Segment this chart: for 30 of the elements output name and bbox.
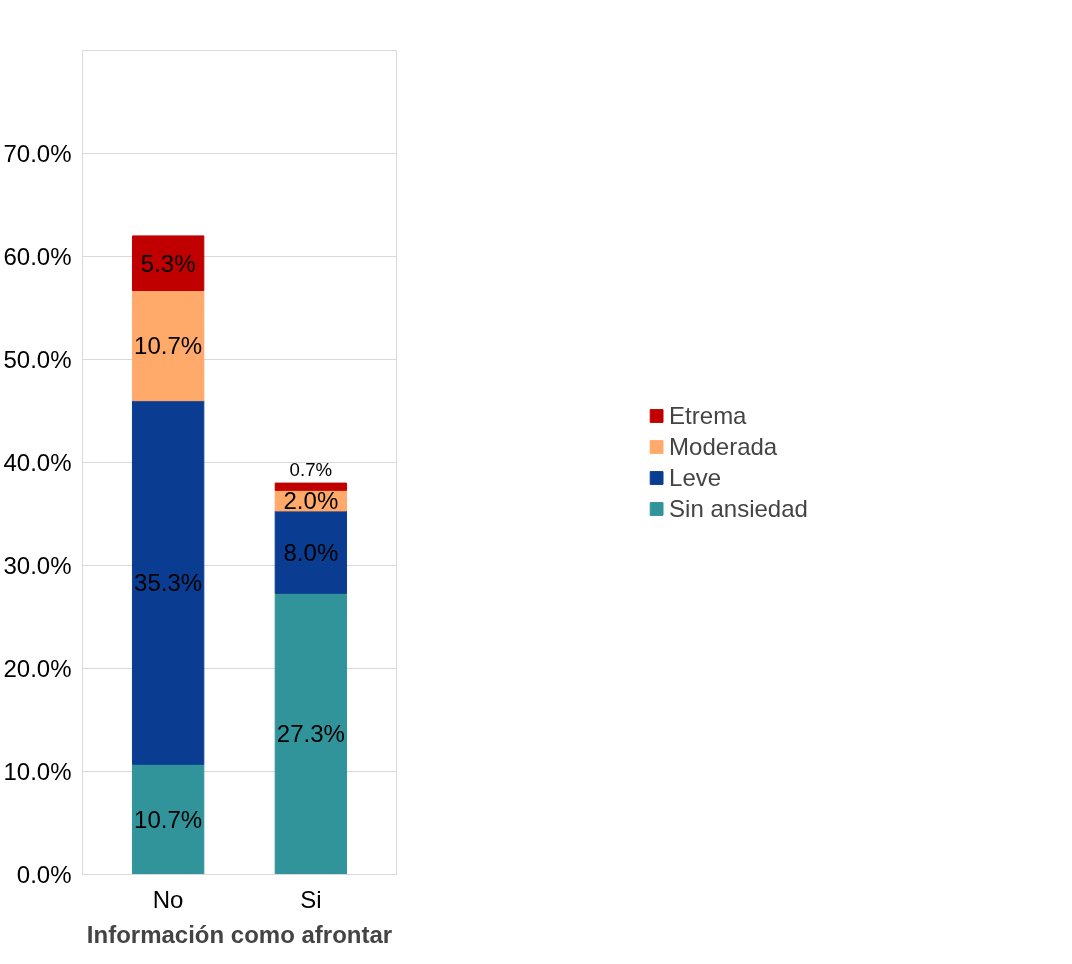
legend-label: Etrema (669, 401, 747, 430)
y-tick-label: 70.0% (3, 140, 72, 167)
y-tick-label: 0.0% (16, 861, 72, 888)
legend-label: Sin ansiedad (669, 494, 808, 523)
x-tick-label: Si (300, 885, 322, 913)
bar (131, 235, 205, 291)
x-axis-title: Información como afrontar (86, 920, 393, 948)
data-label: 27.3% (276, 720, 345, 748)
y-tick-label: 30.0% (3, 552, 72, 579)
legend-label: Leve (669, 463, 722, 492)
data-label: 2.0% (283, 487, 339, 515)
y-tick-label: 50.0% (3, 346, 72, 373)
data-label: 35.3% (134, 568, 203, 596)
legend-label: Moderada (669, 432, 778, 461)
y-tick-label: 40.0% (3, 449, 72, 476)
bar (274, 592, 348, 875)
data-label: 0.7% (289, 458, 333, 480)
data-label: 10.7% (134, 332, 203, 360)
data-label: 5.3% (140, 249, 196, 277)
bar (274, 482, 348, 491)
data-label: 10.7% (134, 805, 203, 833)
bar (131, 400, 205, 765)
bar (131, 763, 205, 875)
y-tick-label: 10.0% (3, 758, 72, 785)
x-tick-label: No (152, 885, 184, 913)
bar (131, 289, 205, 402)
bar (274, 510, 348, 594)
y-tick-label: 20.0% (3, 655, 72, 682)
y-tick-label: 60.0% (3, 243, 72, 270)
data-label: 8.0% (283, 538, 339, 566)
